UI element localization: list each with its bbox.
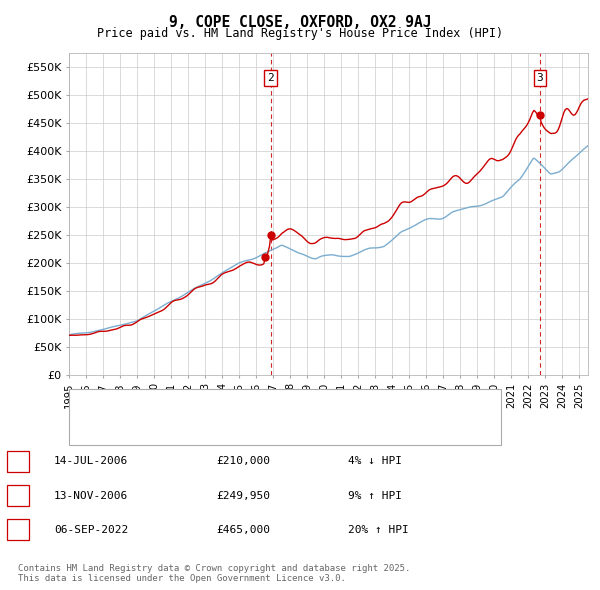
Text: £249,950: £249,950 xyxy=(216,491,270,500)
Text: 4% ↓ HPI: 4% ↓ HPI xyxy=(348,457,402,466)
Text: 06-SEP-2022: 06-SEP-2022 xyxy=(54,525,128,535)
Text: Contains HM Land Registry data © Crown copyright and database right 2025.
This d: Contains HM Land Registry data © Crown c… xyxy=(18,563,410,583)
Text: 14-JUL-2006: 14-JUL-2006 xyxy=(54,457,128,466)
Text: 3: 3 xyxy=(536,73,544,83)
Text: 13-NOV-2006: 13-NOV-2006 xyxy=(54,491,128,500)
Text: HPI: Average price, semi-detached house, Vale of White Horse: HPI: Average price, semi-detached house,… xyxy=(106,427,481,437)
Text: 3: 3 xyxy=(14,525,22,535)
Text: 9% ↑ HPI: 9% ↑ HPI xyxy=(348,491,402,500)
Text: £465,000: £465,000 xyxy=(216,525,270,535)
Text: 9, COPE CLOSE, OXFORD, OX2 9AJ (semi-detached house): 9, COPE CLOSE, OXFORD, OX2 9AJ (semi-det… xyxy=(106,400,431,410)
Text: 20% ↑ HPI: 20% ↑ HPI xyxy=(348,525,409,535)
Text: £210,000: £210,000 xyxy=(216,457,270,466)
Text: 1: 1 xyxy=(14,457,22,466)
Text: 2: 2 xyxy=(268,73,274,83)
Text: Price paid vs. HM Land Registry's House Price Index (HPI): Price paid vs. HM Land Registry's House … xyxy=(97,27,503,40)
Text: 9, COPE CLOSE, OXFORD, OX2 9AJ: 9, COPE CLOSE, OXFORD, OX2 9AJ xyxy=(169,15,431,30)
Text: 2: 2 xyxy=(14,491,22,500)
